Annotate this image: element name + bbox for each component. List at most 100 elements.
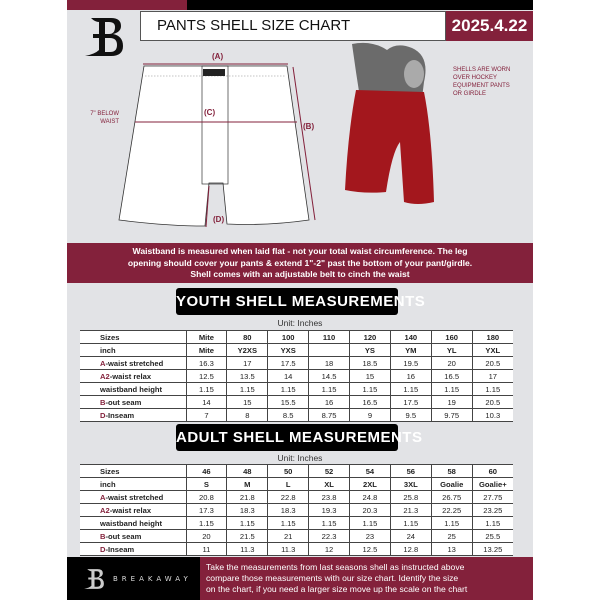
table-cell: Mite bbox=[185, 343, 227, 357]
table-cell: 16 bbox=[389, 369, 432, 383]
table-cell: L bbox=[267, 477, 309, 491]
table-cell: 1.15 bbox=[389, 516, 432, 530]
table-cell: 21.3 bbox=[389, 503, 432, 517]
table-row: D-Inseam 11 11.3 11.3 12 12.5 12.8 13 13.25 bbox=[80, 542, 513, 556]
table-cell: 13.5 bbox=[226, 369, 268, 383]
table-cell: Goalie+ bbox=[471, 477, 513, 491]
table-cell: 25.8 bbox=[389, 490, 432, 504]
table-cell: 8 bbox=[226, 408, 268, 422]
instruction-line: compare those measurements with our size… bbox=[206, 573, 459, 583]
size-chart-page: PANTS SHELL SIZE CHART 2025.4.22 (A) (B)… bbox=[67, 0, 533, 600]
table-cell: 12 bbox=[308, 542, 350, 556]
table-row: A2-waist relax 12.5 13.5 14 14.5 15 16 16.5 17 bbox=[80, 369, 513, 383]
table-cell: 1.15 bbox=[226, 382, 268, 396]
table-cell: 25 bbox=[430, 529, 473, 543]
table-cell: 60 bbox=[471, 464, 513, 478]
table-cell: M bbox=[226, 477, 268, 491]
table-cell: 9.75 bbox=[430, 408, 473, 422]
row-label-text: inch bbox=[100, 345, 116, 355]
table-cell: S bbox=[185, 477, 227, 491]
table-cell: 54 bbox=[349, 464, 391, 478]
table-row: waistband height 1.15 1.15 1.15 1.15 1.15 1.15… bbox=[80, 382, 513, 396]
row-label-text: -out seam bbox=[105, 397, 142, 407]
footer-logo-icon bbox=[84, 569, 104, 589]
table-cell: 8.5 bbox=[267, 408, 309, 422]
label-a: (A) bbox=[212, 52, 224, 61]
table-cell: 1.15 bbox=[308, 516, 350, 530]
table-cell: 18 bbox=[308, 356, 350, 370]
table-cell: 56 bbox=[389, 464, 432, 478]
adult-unit-label: Unit: Inches bbox=[277, 453, 323, 463]
table-cell: 1.15 bbox=[349, 382, 391, 396]
table-cell: 22.8 bbox=[267, 490, 309, 504]
table-cell: 120 bbox=[349, 330, 391, 344]
table-cell: 1.15 bbox=[185, 516, 227, 530]
table-row: Sizes 46 48 50 52 54 56 58 60 bbox=[80, 464, 513, 478]
table-cell: 23 bbox=[349, 529, 391, 543]
top-accent-bar bbox=[67, 0, 187, 10]
measurement-info-band: Waistband is measured when laid flat - n… bbox=[67, 243, 533, 283]
table-cell: 140 bbox=[389, 330, 432, 344]
table-cell: 58 bbox=[430, 464, 473, 478]
row-label: Sizes bbox=[80, 330, 186, 344]
table-cell: YXS bbox=[267, 343, 309, 357]
row-label: A2-waist relax bbox=[80, 503, 186, 517]
row-label-text: -Inseam bbox=[105, 544, 135, 554]
c-note-line: 7" BELOW bbox=[90, 111, 119, 117]
table-cell: 11.3 bbox=[226, 542, 268, 556]
row-label: A-waist stretched bbox=[80, 356, 186, 370]
side-note-line: EQUIPMENT PANTS bbox=[453, 83, 510, 89]
table-row: inch S M L XL 2XL 3XL Goalie Goalie+ bbox=[80, 477, 513, 491]
pants-photo bbox=[345, 42, 434, 204]
table-cell: YM bbox=[389, 343, 432, 357]
table-cell: 21.5 bbox=[226, 529, 268, 543]
row-label: inch bbox=[80, 477, 186, 491]
table-cell: YXL bbox=[471, 343, 513, 357]
table-cell: 1.15 bbox=[267, 382, 309, 396]
table-cell: YS bbox=[349, 343, 391, 357]
table-cell: 16.5 bbox=[349, 395, 391, 409]
row-label: B-out seam bbox=[80, 395, 186, 409]
table-cell: 1.15 bbox=[226, 516, 268, 530]
row-label-prefix: A bbox=[100, 492, 106, 502]
table-cell: 8.75 bbox=[308, 408, 350, 422]
table-cell: 17.5 bbox=[267, 356, 309, 370]
table-cell: 17 bbox=[471, 369, 513, 383]
row-label-prefix: D bbox=[100, 410, 106, 420]
table-cell: 1.15 bbox=[349, 516, 391, 530]
table-cell: 17.5 bbox=[389, 395, 432, 409]
footer-brand-block: BREAKAWAY bbox=[67, 557, 200, 600]
c-measure-note: 7" BELOW WAIST bbox=[75, 110, 119, 126]
table-row: A-waist stretched 16.3 17 17.5 18 18.5 19.5 20 2… bbox=[80, 356, 513, 370]
row-label-text: Sizes bbox=[100, 332, 120, 342]
table-cell: 9 bbox=[349, 408, 391, 422]
row-label: A-waist stretched bbox=[80, 490, 186, 504]
table-cell: 100 bbox=[267, 330, 309, 344]
row-label-text: inch bbox=[100, 479, 116, 489]
table-cell bbox=[308, 343, 350, 357]
table-cell: 7 bbox=[185, 408, 227, 422]
table-cell: 16.5 bbox=[430, 369, 473, 383]
table-cell: 11.3 bbox=[267, 542, 309, 556]
table-row: B-out seam 20 21.5 21 22.3 23 24 25 25.5 bbox=[80, 529, 513, 543]
row-label: waistband height bbox=[80, 516, 186, 530]
table-cell: Y2XS bbox=[226, 343, 268, 357]
table-cell: 10.3 bbox=[471, 408, 513, 422]
row-label: D-Inseam bbox=[80, 542, 186, 556]
row-label-prefix: B bbox=[100, 397, 106, 407]
table-cell: 52 bbox=[308, 464, 350, 478]
table-cell: 13 bbox=[430, 542, 473, 556]
table-cell: 18.3 bbox=[226, 503, 268, 517]
youth-section-title: YOUTH SHELL MEASUREMENTS bbox=[176, 288, 425, 315]
pants-diagram: (A) (B) (C) (D) 7" BELOW WAIST SHELLS AR… bbox=[67, 40, 533, 240]
table-cell: 23.25 bbox=[471, 503, 513, 517]
table-cell: 12.8 bbox=[389, 542, 432, 556]
chart-date: 2025.4.22 bbox=[446, 11, 533, 41]
row-label-text: -waist relax bbox=[109, 371, 152, 381]
table-cell: 1.15 bbox=[430, 516, 473, 530]
table-cell: Mite bbox=[185, 330, 227, 344]
info-line: opening should cover your pants & extend… bbox=[127, 257, 473, 268]
row-label-text: -Inseam bbox=[105, 410, 135, 420]
table-cell: 14.5 bbox=[308, 369, 350, 383]
row-label: inch bbox=[80, 343, 186, 357]
